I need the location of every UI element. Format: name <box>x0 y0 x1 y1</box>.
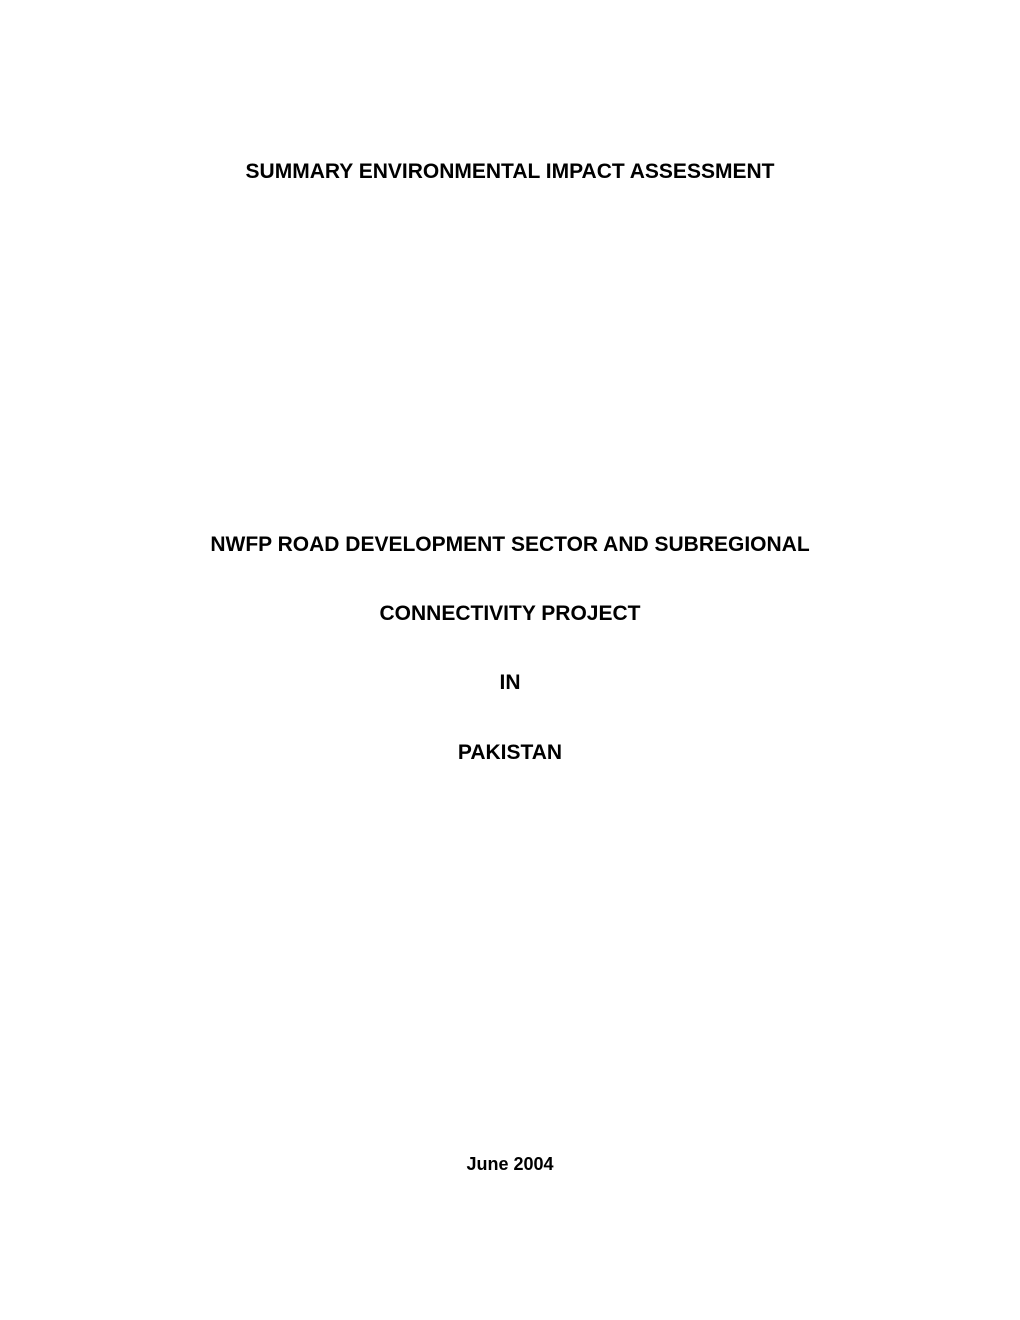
document-page: SUMMARY ENVIRONMENTAL IMPACT ASSESSMENT … <box>0 0 1020 1320</box>
main-title-line-4: PAKISTAN <box>0 740 1020 765</box>
main-title-line-3: IN <box>0 670 1020 695</box>
header-title: SUMMARY ENVIRONMENTAL IMPACT ASSESSMENT <box>0 160 1020 184</box>
main-title-line-1: NWFP ROAD DEVELOPMENT SECTOR AND SUBREGI… <box>0 532 1020 557</box>
document-date: June 2004 <box>0 1154 1020 1175</box>
main-title-line-2: CONNECTIVITY PROJECT <box>0 601 1020 626</box>
main-title-block: NWFP ROAD DEVELOPMENT SECTOR AND SUBREGI… <box>0 532 1020 765</box>
